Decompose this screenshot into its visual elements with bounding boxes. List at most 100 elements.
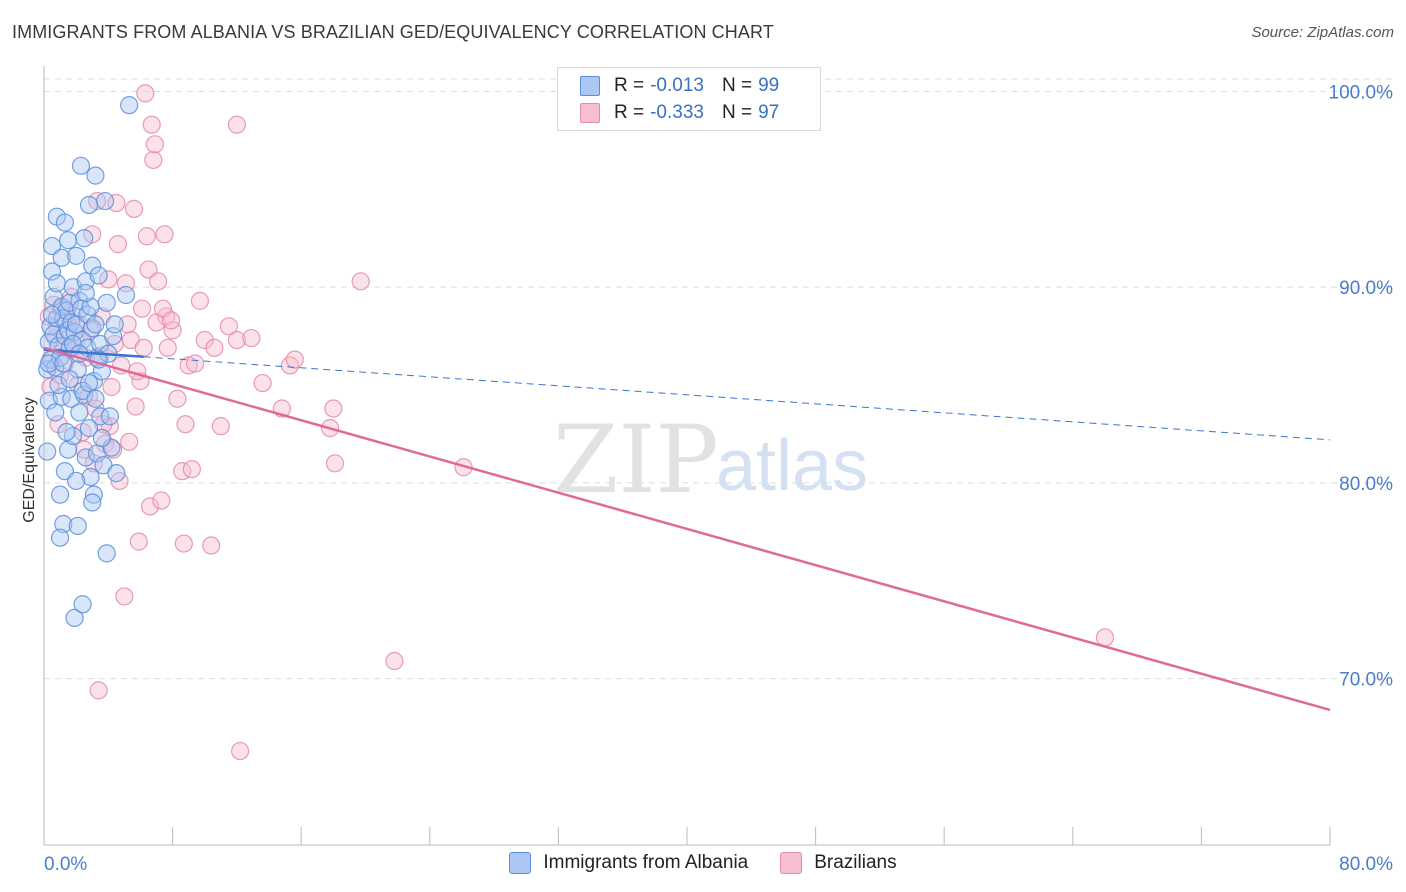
point-brazilians <box>144 150 163 170</box>
point-brazilians <box>152 491 171 510</box>
point-albania <box>91 407 110 426</box>
series-legend: Immigrants from Albania Brazilians <box>0 852 1406 874</box>
legend-item-brazilians[interactable]: Brazilians <box>780 852 897 874</box>
legend-r-label: R = <box>614 75 645 96</box>
point-albania <box>52 248 71 267</box>
y-tick-label: 90.0% <box>1339 278 1393 299</box>
point-albania <box>83 256 102 275</box>
point-brazilians <box>124 199 144 218</box>
point-brazilians <box>285 350 304 369</box>
point-brazilians <box>351 272 370 291</box>
point-albania <box>116 285 136 305</box>
legend-item-albania[interactable]: Immigrants from Albania <box>509 852 748 874</box>
point-brazilians <box>190 291 210 310</box>
point-brazilians <box>182 460 201 479</box>
point-brazilians <box>253 373 272 393</box>
watermark-atlas: atlas <box>716 426 868 506</box>
point-albania <box>76 283 95 303</box>
trend-line-albania-solid <box>43 348 144 359</box>
point-albania <box>42 262 62 281</box>
point-brazilians <box>136 84 155 103</box>
point-brazilians <box>139 260 158 279</box>
point-brazilians <box>149 272 168 291</box>
point-albania <box>50 485 70 504</box>
tick-labels: 70.0% 80.0% 90.0% 100.0% 0.0% 80.0% <box>44 82 1393 875</box>
point-brazilians <box>108 235 128 254</box>
trend-line-brazilians <box>43 346 1331 712</box>
point-albania <box>92 428 111 447</box>
legend-n-label: N = <box>721 102 753 123</box>
point-albania <box>79 373 99 393</box>
point-brazilians <box>231 741 250 761</box>
point-brazilians <box>280 356 300 375</box>
point-albania <box>44 325 63 344</box>
point-brazilians <box>115 587 134 606</box>
point-albania <box>38 442 57 461</box>
point-albania <box>67 471 86 491</box>
point-albania <box>79 195 99 215</box>
y-tick-label: 70.0% <box>1339 670 1393 691</box>
series-brazilians-points <box>39 84 1115 761</box>
point-brazilians <box>242 328 261 348</box>
trend-line-albania-dashed <box>143 356 1331 441</box>
axes <box>43 66 1331 846</box>
x-tick-label-min: 0.0% <box>44 854 87 875</box>
point-albania <box>79 418 99 438</box>
point-albania <box>100 407 120 426</box>
point-brazilians <box>126 397 145 416</box>
y-tick-label: 100.0% <box>1329 82 1394 103</box>
point-albania <box>54 354 73 373</box>
point-brazilians <box>211 417 230 436</box>
legend-swatch-albania <box>509 852 532 874</box>
point-albania <box>92 362 111 381</box>
point-brazilians <box>99 270 118 289</box>
point-brazilians <box>227 115 246 134</box>
legend-n-label: N = <box>721 75 753 96</box>
point-brazilians <box>385 651 404 671</box>
watermark: ZIP atlas <box>553 406 868 515</box>
point-albania <box>49 375 68 395</box>
point-brazilians <box>107 193 126 213</box>
legend-swatch-brazilians <box>580 103 600 123</box>
legend-n-value-albania: 99 <box>758 75 780 96</box>
point-brazilians <box>129 532 148 551</box>
x-tick-label-max: 80.0% <box>1339 854 1393 875</box>
point-albania <box>57 422 76 442</box>
legend-r-label: R = <box>614 102 645 123</box>
point-brazilians <box>134 338 153 357</box>
legend-swatch-albania <box>580 76 600 96</box>
point-brazilians <box>174 534 193 553</box>
point-albania <box>97 293 116 312</box>
point-albania <box>59 231 78 250</box>
point-brazilians <box>120 432 139 451</box>
y-axis-label: GED/Equivalency <box>21 397 38 522</box>
legend-n-value-brazilians: 97 <box>758 102 780 123</box>
point-albania <box>120 96 139 115</box>
point-albania <box>95 191 115 211</box>
point-brazilians <box>137 227 156 246</box>
point-brazilians <box>219 317 238 336</box>
legend-row-albania: R = -0.013 N = 99 <box>580 73 779 99</box>
point-brazilians <box>155 225 174 244</box>
point-brazilians <box>186 354 205 373</box>
point-albania <box>50 528 70 547</box>
source-label: Source: ZipAtlas.com <box>1251 24 1394 41</box>
point-albania <box>59 440 78 459</box>
point-albania <box>71 156 91 175</box>
legend-r-value-albania: -0.013 <box>650 75 704 96</box>
point-albania <box>46 403 65 422</box>
point-albania <box>83 493 102 512</box>
point-brazilians <box>325 454 345 473</box>
legend-r-value-brazilians: -0.333 <box>650 102 704 123</box>
point-albania <box>81 467 100 487</box>
point-albania <box>47 274 66 293</box>
point-brazilians <box>179 356 198 375</box>
point-albania <box>68 516 87 536</box>
legend-label-albania: Immigrants from Albania <box>543 852 749 873</box>
watermark-zip: ZIP <box>553 406 719 515</box>
trend-lines <box>43 346 1331 712</box>
point-albania <box>73 595 92 614</box>
point-albania <box>97 544 116 563</box>
point-albania <box>107 464 126 483</box>
